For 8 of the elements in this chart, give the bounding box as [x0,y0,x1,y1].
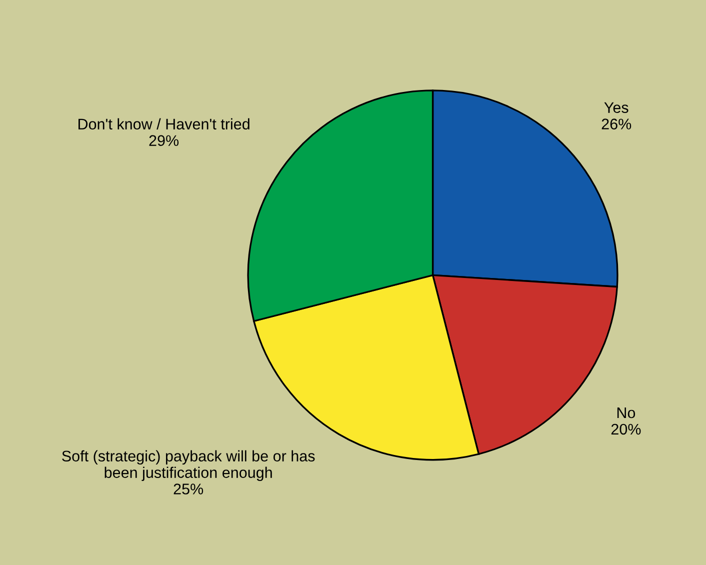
slice-label: Don't know / Haven't tried [78,118,250,130]
slice-label: Yes [604,102,628,113]
data-label: 29% [149,135,179,146]
data-label: 20% [611,424,641,435]
data-label: 26% [602,118,632,130]
slice-label: No [617,408,636,418]
slice-label: Soft (strategic) payback will be or has been justification enough [62,450,315,481]
data-label: 25% [174,484,204,494]
